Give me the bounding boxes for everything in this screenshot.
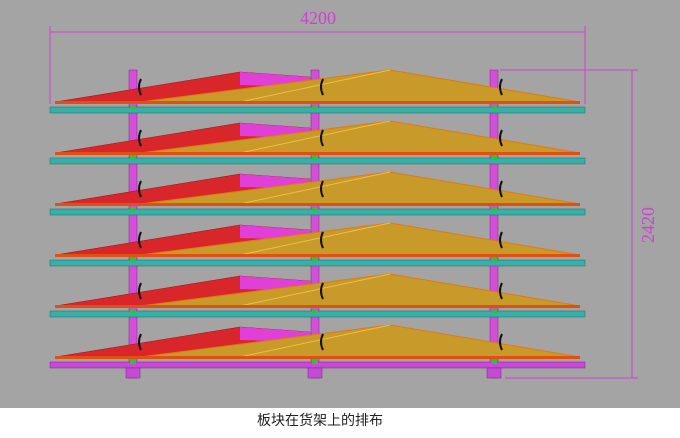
post bbox=[128, 69, 138, 379]
clip bbox=[130, 207, 136, 211]
hook bbox=[320, 78, 324, 96]
hook bbox=[138, 180, 142, 198]
hook bbox=[138, 78, 142, 96]
hook bbox=[138, 231, 142, 249]
hook bbox=[320, 180, 324, 198]
foot bbox=[307, 367, 323, 379]
panel-edge bbox=[55, 152, 580, 155]
clip bbox=[130, 309, 136, 313]
panel-edge bbox=[55, 305, 580, 308]
post bbox=[310, 69, 320, 379]
hook bbox=[499, 282, 503, 300]
hook bbox=[499, 78, 503, 96]
hook bbox=[320, 282, 324, 300]
panel-ridge bbox=[239, 171, 391, 205]
clip bbox=[312, 258, 318, 262]
width-dimension: 4200 bbox=[300, 8, 336, 28]
clip bbox=[312, 156, 318, 160]
panel-ridge bbox=[239, 273, 391, 307]
clip bbox=[491, 309, 497, 313]
clip bbox=[130, 156, 136, 160]
hook bbox=[320, 333, 324, 351]
clip bbox=[491, 105, 497, 109]
height-dimension: 2420 bbox=[638, 207, 658, 243]
clip bbox=[491, 207, 497, 211]
clip bbox=[491, 156, 497, 160]
panel-ridge bbox=[239, 324, 391, 358]
clip bbox=[312, 105, 318, 109]
foot bbox=[486, 367, 502, 379]
hook bbox=[499, 333, 503, 351]
clip bbox=[130, 360, 136, 364]
panel-ridge bbox=[239, 69, 391, 103]
clip bbox=[312, 360, 318, 364]
panel-edge bbox=[55, 356, 580, 359]
panel-edge bbox=[55, 254, 580, 257]
rack bbox=[49, 69, 586, 379]
panel-edge bbox=[55, 203, 580, 206]
panel-ridge bbox=[239, 120, 391, 154]
clip bbox=[130, 105, 136, 109]
post bbox=[489, 69, 499, 379]
panel-ridge bbox=[239, 222, 391, 256]
clip bbox=[130, 258, 136, 262]
clip bbox=[491, 360, 497, 364]
hook bbox=[499, 129, 503, 147]
hook bbox=[138, 129, 142, 147]
caption: 板块在货架上的排布 bbox=[257, 412, 383, 429]
hook bbox=[138, 282, 142, 300]
hook bbox=[320, 129, 324, 147]
foot bbox=[125, 367, 141, 379]
hook bbox=[320, 231, 324, 249]
hook bbox=[138, 333, 142, 351]
panel-edge bbox=[55, 101, 580, 104]
clip bbox=[312, 207, 318, 211]
clip bbox=[312, 309, 318, 313]
hook bbox=[499, 231, 503, 249]
clip bbox=[491, 258, 497, 262]
hook bbox=[499, 180, 503, 198]
